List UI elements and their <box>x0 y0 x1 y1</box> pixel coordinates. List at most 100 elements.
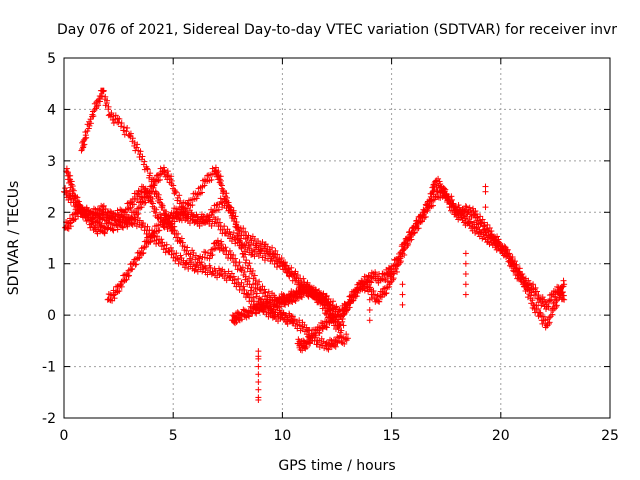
data-point <box>138 183 145 190</box>
data-point <box>366 317 373 324</box>
data-point <box>228 270 235 277</box>
data-point <box>231 276 238 283</box>
y-tick-label: 1 <box>47 257 56 273</box>
data-point <box>208 211 215 218</box>
data-point <box>170 182 177 189</box>
data-point <box>154 177 161 184</box>
data-point <box>124 124 131 131</box>
data-point <box>294 325 301 332</box>
data-point <box>154 172 161 179</box>
data-point <box>341 340 348 347</box>
data-point <box>118 120 125 127</box>
data-point <box>553 303 560 310</box>
data-point <box>191 219 198 226</box>
data-point <box>134 205 141 212</box>
data-point <box>282 259 289 266</box>
data-point <box>206 218 213 225</box>
data-point <box>274 251 281 258</box>
data-point <box>129 135 136 142</box>
data-point <box>147 170 154 177</box>
data-point <box>158 236 165 243</box>
data-point <box>157 196 164 203</box>
data-point <box>66 220 73 227</box>
data-point <box>305 327 312 334</box>
plot-frame <box>63 57 611 419</box>
data-point <box>100 202 107 209</box>
data-point <box>86 122 93 129</box>
data-point <box>126 132 133 139</box>
data-point <box>288 271 295 277</box>
data-point <box>255 348 262 355</box>
data-point <box>138 193 145 200</box>
data-point <box>271 260 278 267</box>
data-point <box>99 203 106 210</box>
data-point <box>223 190 230 197</box>
data-point <box>120 127 127 134</box>
data-point <box>462 271 469 277</box>
data-point <box>168 173 175 180</box>
data-point <box>285 266 292 273</box>
data-point <box>151 182 158 189</box>
data-point <box>149 176 156 183</box>
data-point <box>100 87 107 94</box>
data-point <box>64 169 71 176</box>
data-point <box>208 222 215 229</box>
data-point <box>482 183 489 190</box>
data-point <box>90 113 97 120</box>
data-point <box>101 230 108 237</box>
data-point <box>242 228 249 235</box>
data-point <box>278 255 285 262</box>
data-point <box>63 165 70 172</box>
data-point <box>139 153 146 160</box>
data-point <box>178 235 185 242</box>
data-point <box>213 202 220 209</box>
data-point <box>125 200 132 207</box>
data-point <box>176 192 183 199</box>
data-point <box>241 286 248 293</box>
data-point <box>482 188 489 195</box>
data-point <box>228 238 235 245</box>
data-point <box>99 93 106 100</box>
data-point <box>146 190 153 197</box>
data-point <box>140 244 147 251</box>
data-point <box>333 303 340 310</box>
data-point <box>81 207 88 214</box>
data-point <box>269 244 276 251</box>
data-point <box>222 229 229 236</box>
data-point <box>85 214 92 221</box>
data-point <box>105 209 112 216</box>
data-point <box>283 262 290 269</box>
data-point <box>122 206 129 213</box>
data-point <box>164 168 171 175</box>
data-point <box>168 177 175 184</box>
data-point <box>255 386 262 393</box>
data-point <box>121 124 128 131</box>
data-point <box>272 247 279 254</box>
data-point <box>127 204 134 211</box>
data-point <box>124 206 131 213</box>
data-point <box>141 158 148 165</box>
x-tick-label: 0 <box>60 428 69 444</box>
y-tick-label: 2 <box>47 205 56 221</box>
data-point <box>208 271 215 278</box>
y-tick-label: 3 <box>47 154 56 170</box>
data-point <box>255 379 262 385</box>
data-point <box>137 204 144 211</box>
data-point <box>69 183 76 190</box>
y-tick-label: -1 <box>42 360 56 376</box>
data-point <box>131 201 138 208</box>
y-axis-label: SDTVAR / TECUs <box>6 181 22 296</box>
data-points <box>61 87 568 403</box>
data-point <box>201 248 208 255</box>
data-point <box>382 290 389 297</box>
data-point <box>83 210 90 217</box>
data-point <box>300 275 307 282</box>
data-point <box>87 209 94 216</box>
data-point <box>160 164 167 171</box>
data-point <box>207 264 214 271</box>
data-point <box>192 263 199 270</box>
x-tick-label: 25 <box>601 428 619 444</box>
data-point <box>120 214 127 221</box>
data-point <box>248 251 255 258</box>
